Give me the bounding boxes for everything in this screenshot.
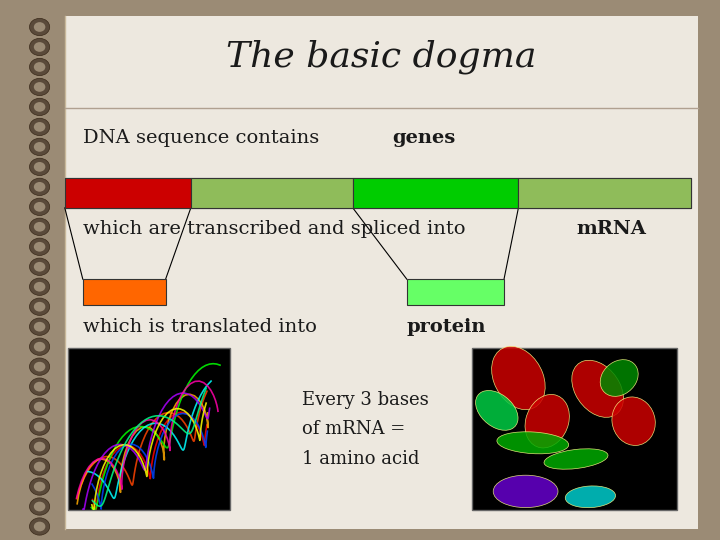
FancyBboxPatch shape [65, 16, 698, 529]
Ellipse shape [34, 362, 45, 372]
Bar [191, 178, 353, 208]
Ellipse shape [34, 422, 45, 431]
Ellipse shape [30, 218, 50, 235]
Ellipse shape [30, 118, 50, 136]
Bar [65, 178, 191, 208]
Ellipse shape [30, 338, 50, 355]
Bar [68, 348, 230, 510]
Ellipse shape [34, 82, 45, 92]
Ellipse shape [493, 475, 558, 508]
Ellipse shape [34, 302, 45, 312]
Ellipse shape [34, 222, 45, 232]
Ellipse shape [572, 360, 624, 417]
Ellipse shape [34, 462, 45, 471]
Ellipse shape [34, 522, 45, 531]
Ellipse shape [30, 198, 50, 215]
Ellipse shape [30, 498, 50, 515]
Bar [472, 348, 677, 510]
Ellipse shape [34, 42, 45, 52]
Ellipse shape [30, 58, 50, 76]
Ellipse shape [30, 98, 50, 116]
Ellipse shape [34, 62, 45, 72]
Ellipse shape [30, 438, 50, 455]
Ellipse shape [34, 182, 45, 192]
Ellipse shape [525, 394, 570, 448]
Bar [407, 279, 504, 305]
Ellipse shape [30, 278, 50, 295]
Text: which is translated into: which is translated into [83, 318, 323, 336]
Ellipse shape [30, 358, 50, 375]
Text: mRNA: mRNA [576, 220, 646, 239]
Ellipse shape [30, 298, 50, 315]
Ellipse shape [30, 418, 50, 435]
Ellipse shape [34, 22, 45, 32]
Text: DNA sequence contains: DNA sequence contains [83, 129, 325, 147]
Ellipse shape [30, 18, 50, 36]
Ellipse shape [30, 318, 50, 335]
Ellipse shape [30, 478, 50, 495]
Ellipse shape [30, 398, 50, 415]
Ellipse shape [34, 342, 45, 352]
Ellipse shape [34, 482, 45, 491]
Ellipse shape [34, 282, 45, 292]
Ellipse shape [476, 390, 518, 430]
Text: Every 3 bases
of mRNA =
1 amino acid: Every 3 bases of mRNA = 1 amino acid [302, 391, 429, 468]
Bar [353, 178, 518, 208]
Ellipse shape [34, 502, 45, 511]
Text: genes: genes [392, 129, 456, 147]
Text: which are transcribed and spliced into: which are transcribed and spliced into [83, 220, 472, 239]
Ellipse shape [34, 262, 45, 272]
Ellipse shape [34, 402, 45, 411]
Ellipse shape [30, 238, 50, 255]
Ellipse shape [30, 518, 50, 535]
Ellipse shape [612, 397, 655, 445]
Ellipse shape [497, 432, 569, 454]
Ellipse shape [30, 78, 50, 96]
Ellipse shape [34, 382, 45, 392]
Text: .: . [457, 318, 464, 336]
Ellipse shape [30, 38, 50, 56]
Ellipse shape [544, 449, 608, 469]
Ellipse shape [30, 258, 50, 275]
Ellipse shape [34, 442, 45, 451]
Bar [83, 279, 166, 305]
Ellipse shape [30, 458, 50, 475]
Ellipse shape [30, 378, 50, 395]
Ellipse shape [34, 242, 45, 252]
Ellipse shape [30, 138, 50, 156]
Ellipse shape [492, 346, 545, 410]
Ellipse shape [30, 178, 50, 195]
Ellipse shape [600, 360, 638, 396]
Text: protein: protein [407, 318, 486, 336]
Ellipse shape [34, 322, 45, 332]
Bar [65, 178, 691, 208]
Ellipse shape [34, 202, 45, 212]
Ellipse shape [30, 158, 50, 176]
Text: The basic dogma: The basic dogma [226, 39, 537, 74]
Ellipse shape [34, 162, 45, 172]
Ellipse shape [34, 102, 45, 112]
Ellipse shape [34, 122, 45, 132]
Bar [518, 178, 691, 208]
Ellipse shape [565, 486, 616, 508]
Ellipse shape [34, 142, 45, 152]
